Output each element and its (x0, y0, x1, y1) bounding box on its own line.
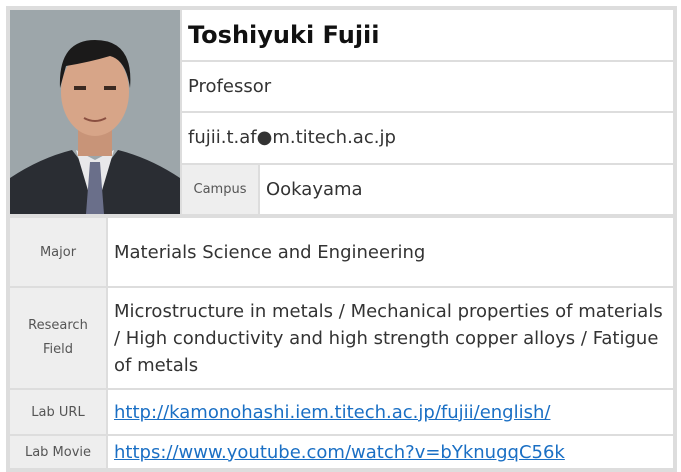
profile-header: Toshiyuki Fujii Professor fujii.t.af●m.t… (8, 8, 675, 216)
row-label: Lab Movie (8, 434, 108, 470)
position: Professor (180, 59, 675, 113)
campus-label: Campus (180, 162, 260, 216)
lab-url-link[interactable]: http://kamonohashi.iem.titech.ac.jp/fuji… (114, 401, 551, 423)
email: fujii.t.af●m.titech.ac.jp (180, 111, 675, 165)
row-label: Major (8, 216, 108, 288)
row-value-cell: https://www.youtube.com/watch?v=bYknugqC… (106, 434, 675, 470)
profile-photo (10, 10, 180, 214)
photo-cell (8, 8, 182, 216)
row-value-cell: http://kamonohashi.iem.titech.ac.jp/fuji… (106, 388, 675, 436)
row-label: Lab URL (8, 388, 108, 436)
row-label: Research Field (8, 286, 108, 390)
row-value: Materials Science and Engineering (106, 216, 675, 288)
profile-details: Major Materials Science and Engineering … (8, 216, 675, 470)
lab-movie-link[interactable]: https://www.youtube.com/watch?v=bYknugqC… (114, 441, 565, 463)
name: Toshiyuki Fujii (180, 8, 675, 62)
profile-card: Toshiyuki Fujii Professor fujii.t.af●m.t… (6, 6, 677, 472)
row-value: Microstructure in metals / Mechanical pr… (106, 286, 675, 390)
campus: Ookayama (258, 162, 675, 216)
